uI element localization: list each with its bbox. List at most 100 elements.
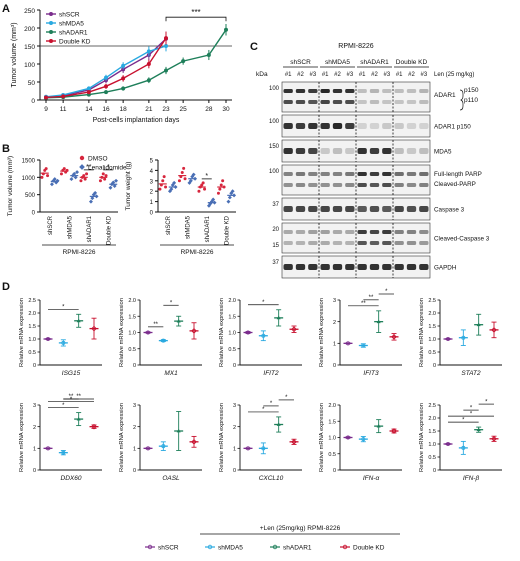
d-legend-marker — [342, 544, 348, 550]
c-row-label-mda5: MDA5 — [434, 149, 452, 156]
d-stat2-marker — [476, 322, 481, 327]
b-weight-y-tick-label: 3 — [150, 179, 154, 185]
c-band — [283, 264, 293, 270]
c-band — [320, 89, 330, 93]
d-isg15-marker — [61, 340, 66, 345]
c-band — [295, 89, 306, 93]
a-y-axis-label: Tumor volume (mm³) — [11, 22, 18, 87]
c-band — [419, 230, 429, 234]
panel-label-c: C — [250, 41, 258, 53]
d-ifn-marker — [476, 427, 481, 432]
d-ifit3-significance-label: ** — [361, 301, 366, 307]
d-ifn-gene-label: IFN-β — [463, 475, 480, 482]
d-mx1-significance-label: * — [170, 300, 173, 306]
c-band — [382, 172, 392, 176]
b-weight-y-axis-label: Tumor weight (g) — [125, 162, 132, 211]
d-isg15-marker — [91, 325, 97, 332]
c-band — [332, 123, 343, 129]
c-band — [283, 123, 293, 129]
d-stat2-y-tick-label: 0 — [433, 363, 436, 369]
d-ifit2-y-tick-label: 1.0 — [228, 331, 236, 337]
d-stat2-marker — [445, 336, 450, 341]
b-weight-len-point — [191, 172, 196, 177]
c-band — [419, 264, 429, 270]
d-ddx60-marker — [91, 423, 97, 430]
a-data-point — [104, 84, 108, 89]
d-ifit3-marker — [376, 319, 381, 324]
c-lane-label: #1 — [285, 72, 292, 78]
d-cxcl10-significance-label: * — [262, 407, 265, 413]
a-x-tick-label: 14 — [85, 106, 93, 113]
b-volume-dmso-point — [104, 174, 108, 178]
b-weight-len-point — [172, 180, 177, 185]
d-ifn-marker — [391, 428, 397, 434]
d-cxcl10-marker — [276, 422, 281, 426]
c-kda-marker: 37 — [272, 202, 279, 208]
c-band — [419, 148, 429, 154]
b-weight-y-tick-label: 4 — [150, 169, 154, 175]
d-mx1-significance-label: ** — [153, 322, 158, 328]
b-weight-dmso-point — [164, 185, 168, 189]
b-volume-x-axis-label: RPMI-8226 — [63, 249, 96, 256]
d-ifit2-marker — [276, 315, 281, 320]
b-volume-category-label: shMDA5 — [67, 215, 73, 239]
d-cxcl10-marker — [245, 446, 250, 451]
d-isg15-significance-label: * — [62, 305, 65, 311]
b-volume-len-point — [93, 190, 98, 195]
c-band — [320, 206, 330, 212]
c-band — [332, 230, 343, 234]
a-y-tick-label: 50 — [28, 80, 36, 87]
b-volume-len-point — [72, 171, 77, 176]
c-band — [345, 89, 355, 93]
b-volume-category-label: shADAR1 — [87, 215, 93, 242]
a-y-tick-label: 0 — [31, 98, 35, 105]
c-band — [394, 89, 404, 93]
c-band — [320, 172, 330, 176]
panel-b-tumor-scatter-charts: 0 500 1000 1500 Tumor volume (mm³) shSCR shMDA… — [7, 156, 237, 256]
b-legend-label-dmso: DMSO — [88, 156, 108, 163]
c-kda-label: kDa — [256, 71, 268, 78]
b-weight-len-point — [226, 199, 231, 204]
c-row-label-adar1-p150: ADAR1 p150 — [434, 124, 471, 131]
b-weight-dmso-point — [162, 175, 166, 179]
c-band — [394, 206, 404, 212]
b-weight-significance-label: * — [205, 173, 208, 180]
a-data-point — [181, 59, 186, 64]
c-band — [406, 100, 417, 104]
c-band — [419, 89, 429, 93]
d-ddx60-y-tick-label: 1 — [33, 447, 36, 453]
d-ifn-y-tick-label: 1.5 — [428, 429, 436, 435]
d-ddx60-significance-label: ** — [76, 394, 81, 400]
d-oasl-y-axis-label: Relative mRNA expression — [119, 403, 125, 472]
c-group-label-shscr: shSCR — [290, 59, 311, 66]
c-kda-marker: 15 — [272, 243, 279, 249]
c-band — [320, 148, 330, 154]
d-ifit2-y-axis-label: Relative mRNA expression — [219, 298, 225, 367]
c-blot-title: RPMI-8226 — [338, 43, 374, 50]
d-cxcl10-y-tick-label: 2 — [233, 425, 236, 431]
b-weight-x-axis-label: RPMI-8226 — [181, 249, 214, 256]
d-ifn-gene-label: IFN-α — [363, 475, 380, 482]
a-x-tick-label: 16 — [102, 106, 110, 113]
a-x-tick-label: 23 — [162, 106, 170, 113]
c-band — [357, 148, 367, 154]
d-cxcl10-y-axis-label: Relative mRNA expression — [219, 403, 225, 472]
a-series-line-shadar1 — [45, 29, 227, 99]
c-band — [332, 241, 343, 245]
d-mx1-gene-label: MX1 — [164, 370, 178, 377]
a-y-tick-label: 250 — [24, 8, 35, 15]
b-weight-len-point — [188, 178, 193, 183]
c-band — [382, 264, 392, 270]
d-mx1-marker — [145, 330, 150, 335]
c-band — [357, 100, 367, 104]
d-isg15-marker — [76, 318, 81, 323]
c-band — [295, 183, 306, 187]
d-ifit3-y-tick-label: 3 — [333, 298, 336, 304]
d-ifn-y-tick-label: 2.0 — [328, 403, 336, 409]
d-ifit3-y-tick-label: 0 — [333, 363, 336, 369]
d-ifn-y-tick-label: 1.0 — [428, 442, 436, 448]
c-band — [406, 206, 417, 212]
c-band — [419, 183, 429, 187]
a-legend-label-shmda5: shMDA5 — [59, 21, 84, 28]
